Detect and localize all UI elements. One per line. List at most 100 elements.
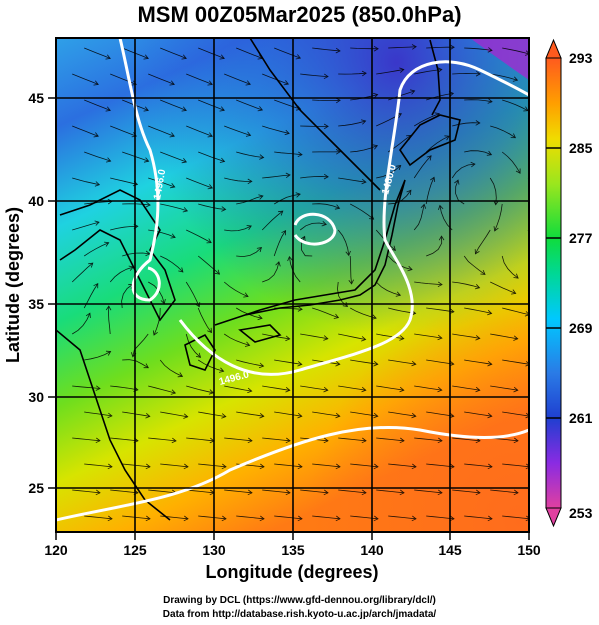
- streamline: [452, 281, 480, 289]
- streamline: [262, 73, 289, 85]
- streamline-arrowhead: [407, 265, 413, 272]
- streamline-arrowhead: [437, 386, 443, 393]
- colorbar-scale: [545, 57, 562, 509]
- streamline-arrowhead: [430, 176, 436, 182]
- lat-tick-label: 35: [28, 296, 44, 312]
- streamline-arrowhead: [244, 341, 251, 347]
- streamline-arrowhead: [487, 47, 493, 53]
- streamline-arrowhead: [533, 200, 538, 204]
- streamline-arrowhead: [512, 76, 519, 82]
- lon-tick-label: 140: [360, 542, 384, 558]
- streamline: [490, 333, 518, 340]
- streamline-arrowhead: [259, 412, 265, 419]
- streamline: [198, 151, 225, 162]
- streamline: [463, 255, 486, 275]
- streamline: [110, 177, 138, 185]
- streamline-arrowhead: [321, 221, 327, 227]
- streamline: [186, 437, 215, 442]
- streamline: [490, 281, 516, 294]
- streamline-arrowhead: [259, 463, 265, 470]
- streamline-arrowhead: [297, 361, 303, 367]
- colorbar-tick-label: 293: [569, 50, 593, 66]
- streamline-arrowhead: [373, 360, 379, 367]
- streamline: [224, 225, 252, 232]
- streamline-arrowhead: [399, 386, 405, 393]
- streamline: [197, 307, 212, 333]
- lat-tick-label: 25: [28, 480, 44, 496]
- streamline-arrowhead: [396, 164, 402, 171]
- coastline-china: [56, 329, 171, 521]
- streamline: [464, 515, 493, 520]
- tick-marks: [48, 97, 530, 540]
- streamline: [185, 281, 200, 307]
- streamline-arrowhead: [511, 289, 517, 295]
- coastline-hokkaido: [399, 114, 461, 167]
- streamline-arrowhead: [88, 262, 94, 268]
- streamline-arrowhead: [297, 515, 303, 522]
- streamline-arrowhead: [454, 179, 460, 185]
- streamline-arrowhead: [487, 98, 493, 104]
- streamline: [451, 163, 475, 179]
- streamline-arrowhead: [295, 192, 301, 198]
- colorbar-tick-label: 285: [569, 140, 593, 156]
- streamline: [84, 99, 111, 111]
- streamline: [110, 437, 139, 442]
- streamline: [160, 515, 189, 520]
- streamline-arrowhead: [361, 386, 367, 393]
- streamline-arrowhead: [449, 515, 455, 522]
- streamline-arrowhead: [333, 313, 340, 319]
- streamline-arrowhead: [373, 45, 379, 52]
- streamline-arrowhead: [437, 489, 443, 496]
- streamline-arrowhead: [470, 161, 476, 168]
- streamline-arrowhead: [258, 362, 265, 369]
- streamline: [186, 489, 215, 494]
- streamline: [464, 99, 493, 103]
- streamline: [274, 515, 303, 520]
- streamline: [274, 463, 303, 468]
- streamline: [350, 515, 379, 520]
- streamline-arrowhead: [420, 203, 427, 209]
- credit-data-source: Data from http://database.rish.kyoto-u.a…: [162, 609, 437, 620]
- streamline: [425, 135, 450, 153]
- streamline: [439, 205, 453, 231]
- streamline-arrowhead: [335, 515, 341, 522]
- streamline-arrowhead: [169, 80, 175, 86]
- streamline-arrowhead: [411, 360, 417, 367]
- streamline-arrowhead: [513, 335, 519, 341]
- streamline-arrowhead: [323, 386, 329, 393]
- streamline-arrowhead: [406, 189, 412, 195]
- streamline-arrowhead: [475, 489, 481, 496]
- streamline-arrowhead: [285, 172, 291, 179]
- streamline: [300, 385, 328, 391]
- streamline-arrowhead: [247, 387, 253, 394]
- streamline-arrowhead: [95, 489, 101, 496]
- credit-dcl: Drawing by DCL (https://www.gfd-dennou.o…: [163, 595, 436, 606]
- streamline: [502, 47, 529, 55]
- streamline: [72, 177, 100, 186]
- streamline-arrowhead: [564, 361, 568, 366]
- streamline: [464, 150, 492, 156]
- streamline-arrowhead: [107, 412, 113, 419]
- streamline: [160, 255, 184, 273]
- streamline: [312, 307, 339, 318]
- streamline: [502, 99, 529, 112]
- lat-tick-label: 45: [28, 90, 44, 106]
- contour-1496-south: [56, 425, 529, 522]
- streamline-arrowhead: [513, 489, 519, 496]
- streamline: [186, 125, 213, 137]
- streamline-arrowhead: [524, 311, 529, 317]
- streamline-arrowhead: [145, 463, 151, 470]
- streamline: [490, 73, 518, 81]
- streamline-arrowhead: [361, 336, 367, 342]
- streamline: [502, 307, 529, 316]
- streamline-arrowhead: [221, 463, 227, 470]
- streamline: [198, 515, 227, 520]
- streamline: [502, 411, 529, 417]
- streamline-arrowhead: [437, 437, 443, 444]
- streamline: [388, 463, 417, 468]
- streamline: [110, 225, 138, 231]
- lon-tick-label: 145: [438, 542, 462, 558]
- streamline: [452, 122, 480, 127]
- streamline-arrowhead: [372, 92, 379, 99]
- streamline: [413, 113, 440, 127]
